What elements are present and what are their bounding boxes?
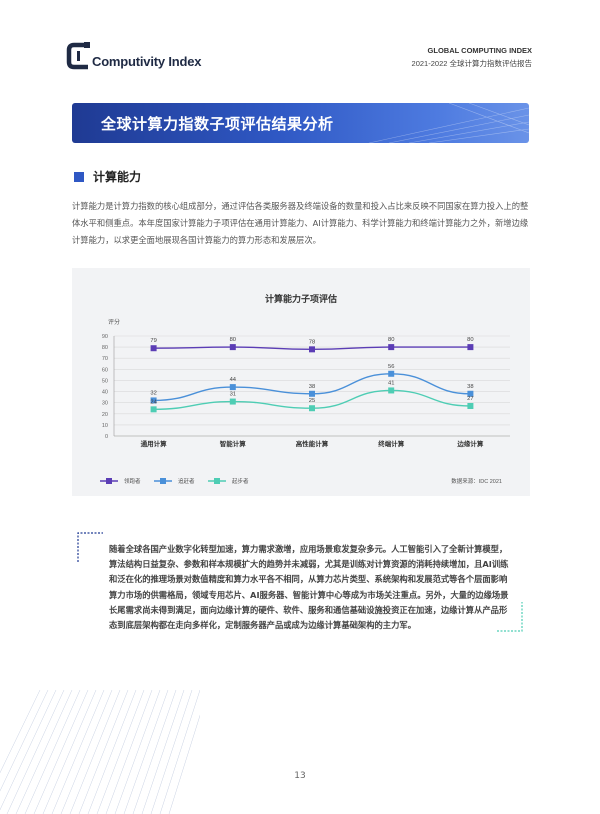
report-title-en: GLOBAL COMPUTING INDEX	[427, 46, 532, 55]
decorative-line	[69, 690, 121, 814]
legend-marker-追赶者	[160, 478, 166, 484]
data-label-起步者: 41	[388, 380, 394, 386]
decorative-line	[141, 690, 185, 814]
logo-c-icon	[66, 42, 90, 70]
data-label-起步者: 31	[230, 392, 236, 398]
x-tick-label: 终端计算	[378, 439, 405, 448]
decorative-line	[132, 690, 177, 814]
section-marker	[74, 172, 84, 182]
banner-decoration	[368, 103, 529, 143]
decorative-line	[96, 690, 145, 814]
decorative-lines	[0, 690, 200, 814]
data-point-起步者	[309, 405, 315, 412]
y-tick-label: 10	[102, 423, 108, 429]
decorative-line	[123, 690, 169, 814]
legend-marker-领跑者	[106, 478, 112, 484]
y-tick-label: 70	[102, 356, 108, 362]
section-title: 计算能力	[93, 170, 142, 184]
y-tick-label: 0	[105, 434, 108, 440]
data-label-追赶者: 32	[150, 390, 156, 396]
report-title-cn: 2021-2022 全球计算力指数评估报告	[411, 59, 532, 68]
data-label-追赶者: 56	[388, 364, 394, 370]
data-source: 数据来源：IDC 2021	[451, 477, 502, 485]
legend-label-追赶者: 追赶者	[178, 477, 195, 485]
data-point-起步者	[388, 387, 395, 394]
data-label-领跑者: 80	[388, 337, 394, 343]
x-tick-label: 智能计算	[220, 439, 247, 448]
decorative-line	[15, 690, 73, 814]
data-label-领跑者: 79	[150, 338, 156, 344]
note-paragraph: 随着全球各国产业数字化转型加速，算力需求激增，应用场景愈发复杂多元。人工智能引入…	[109, 544, 509, 631]
decorative-line	[6, 690, 65, 814]
data-label-起步者: 25	[309, 398, 315, 404]
computivity-index-logo: Computivity Index	[66, 42, 206, 72]
y-tick-label: 50	[102, 378, 108, 384]
data-point-追赶者	[388, 370, 395, 377]
data-point-领跑者	[150, 345, 157, 352]
data-label-领跑者: 78	[309, 339, 315, 345]
decorative-line	[114, 690, 161, 814]
decorative-line	[150, 690, 193, 814]
decorative-line	[159, 690, 200, 814]
decorative-line	[87, 690, 137, 814]
data-point-追赶者	[309, 390, 315, 397]
page-number: 13	[294, 771, 306, 781]
legend-marker-起步者	[214, 478, 220, 484]
data-label-起步者: 27	[467, 396, 473, 402]
decorative-line	[105, 690, 153, 814]
intro-paragraph: 计算能力是计算力指数的核心组成部分，通过评估各类服务器及终端设备的数量和投入占比…	[72, 201, 529, 245]
data-point-领跑者	[467, 344, 474, 351]
data-point-追赶者	[229, 384, 236, 391]
chart-title: 计算能力子项评估	[265, 293, 337, 304]
logo-text: Computivity Index	[92, 54, 202, 69]
x-tick-label: 边缘计算	[456, 439, 484, 448]
data-point-追赶者	[467, 390, 474, 397]
note-box: 随着全球各国产业数字化转型加速，算力需求激增，应用场景愈发复杂多元。人工智能引入…	[77, 532, 523, 632]
decorative-line	[0, 690, 49, 792]
data-point-起步者	[467, 403, 474, 409]
corner-top-left	[77, 532, 103, 562]
data-label-追赶者: 38	[467, 384, 473, 390]
y-tick-label: 20	[102, 412, 108, 418]
decorative-line	[24, 690, 81, 814]
chart-panel: 计算能力子项评估评分 0 10 20 30 40 50 60 70 80 90 通用计算 智能计算 高性能…	[72, 268, 530, 496]
x-tick-label: 通用计算	[141, 439, 168, 448]
y-axis-label: 评分	[108, 318, 120, 326]
decorative-line	[168, 714, 200, 814]
data-point-起步者	[229, 398, 236, 405]
section-banner: 全球计算力指数子项评估结果分析	[72, 103, 529, 143]
decorative-line	[78, 690, 129, 814]
legend-label-起步者: 起步者	[232, 477, 249, 485]
data-label-领跑者: 80	[230, 337, 236, 343]
decorative-line	[0, 690, 57, 811]
data-point-追赶者	[150, 397, 157, 404]
y-tick-label: 30	[102, 401, 108, 407]
legend-label-领跑者: 领跑者	[124, 477, 141, 485]
data-label-追赶者: 44	[230, 377, 237, 383]
corner-bottom-right	[497, 602, 523, 632]
decorative-line	[0, 690, 41, 774]
data-point-领跑者	[388, 344, 395, 351]
y-tick-label: 60	[102, 367, 108, 373]
data-point-领跑者	[229, 344, 236, 351]
decorative-line	[42, 690, 97, 814]
decorative-line	[60, 690, 113, 814]
data-label-追赶者: 38	[309, 384, 315, 390]
decorative-line	[51, 690, 105, 814]
banner-title: 全球计算力指数子项评估结果分析	[101, 115, 334, 133]
decorative-line	[33, 690, 89, 814]
y-tick-label: 40	[102, 390, 108, 396]
data-label-起步者: 24	[150, 399, 157, 405]
data-point-起步者	[150, 406, 157, 413]
x-tick-label: 高性能计算	[296, 439, 329, 448]
y-tick-label: 90	[102, 334, 108, 340]
y-tick-label: 80	[102, 345, 108, 351]
data-label-领跑者: 80	[467, 337, 473, 343]
data-point-领跑者	[309, 346, 315, 353]
